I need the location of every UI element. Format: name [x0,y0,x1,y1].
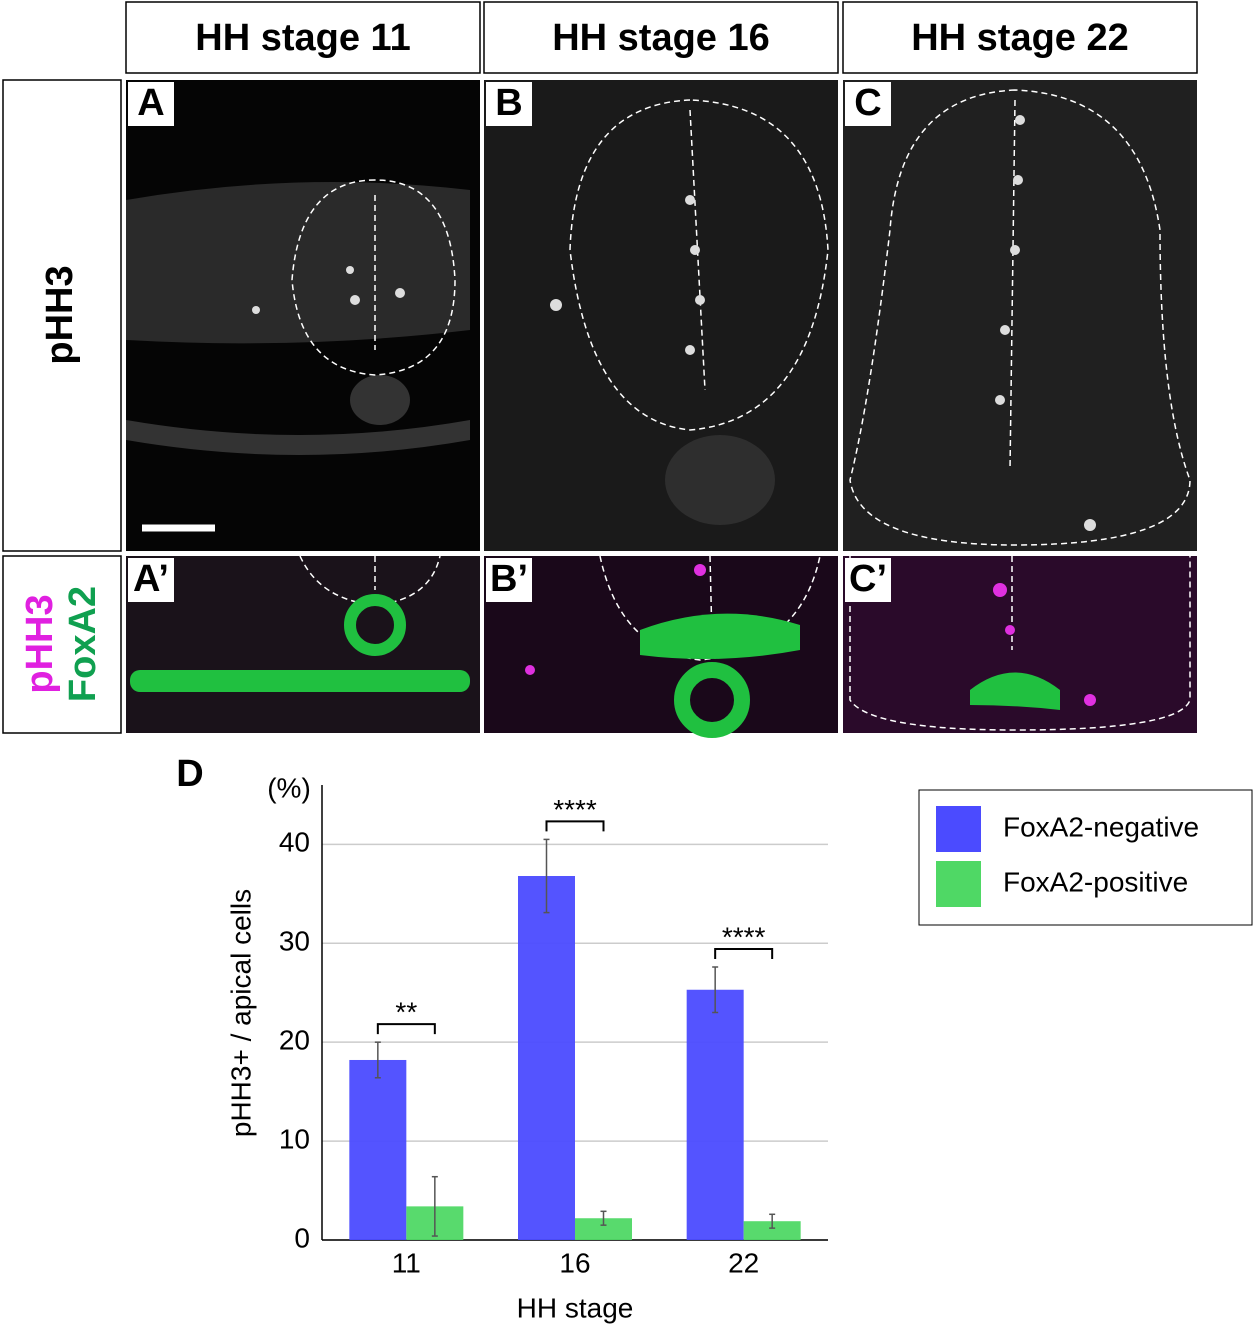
nuclei [252,115,1096,531]
significance-bracket [545,820,605,832]
header-box [125,1,481,74]
x-axis-label: HH stage [517,1292,634,1323]
outlines [291,89,1191,731]
panel-letter: C’ [849,558,887,600]
error-bar [543,838,550,914]
x-tick-label: 11 [392,1247,421,1278]
y-tick-label: 40 [279,827,310,858]
panel-letter: A’ [133,558,169,600]
panel-letters [128,82,891,602]
panel-letter: B’ [490,558,528,600]
row-label-box [2,555,122,734]
header: HH stage 16 [552,17,770,59]
image [843,80,1197,551]
bar [349,1059,407,1240]
header-box [842,1,1198,74]
legend-swatch [936,806,981,852]
significance-bracket [376,1023,436,1035]
header: HH stage 11 [195,17,410,59]
row-label: pHH3 [19,594,61,693]
y-tick-label: 0 [294,1222,310,1253]
significance-label: **** [722,921,766,952]
legend-label: FoxA2-negative [1003,811,1199,842]
foxa2-signal [130,594,1060,738]
significance-bracket [714,948,774,959]
bar [743,1221,801,1240]
row-label-box [2,79,122,552]
error-bar [769,1213,776,1229]
panel-letter: B [495,82,522,124]
legend-label: FoxA2-positive [1003,866,1188,897]
row-label: FoxA2 [62,586,104,702]
notochord [350,375,410,425]
error-bar [600,1210,607,1226]
x-tick-label: 22 [728,1247,759,1278]
bar [686,989,744,1240]
error-bar [712,966,719,1014]
tissue [126,182,470,344]
panel-letter: C [854,82,881,124]
header-box [483,1,839,74]
micrographs [126,80,1197,738]
headers [2,1,1198,734]
row-label: pHH3 [39,265,81,364]
header: HH stage 22 [911,17,1129,59]
bar [575,1218,632,1240]
unit-label: (%) [267,772,311,803]
x-tick-label: 16 [559,1247,590,1278]
legend-swatch [936,861,981,907]
y-tick-label: 20 [279,1025,310,1056]
pHH3-signal [525,564,1096,706]
bar [518,876,575,1240]
tissue [126,420,470,455]
image [126,556,480,733]
y-axis-label: pHH3+ / apical cells [225,889,256,1137]
significance-label: ** [395,997,417,1028]
panel-letter: D [176,753,203,795]
error-bar [374,1041,381,1079]
image [484,80,838,551]
y-tick-label: 10 [279,1123,310,1154]
y-tick-label: 30 [279,926,310,957]
significance-label: **** [553,794,597,825]
notochord [665,435,775,525]
panel-letter: A [137,82,164,124]
error-bar [431,1175,438,1237]
